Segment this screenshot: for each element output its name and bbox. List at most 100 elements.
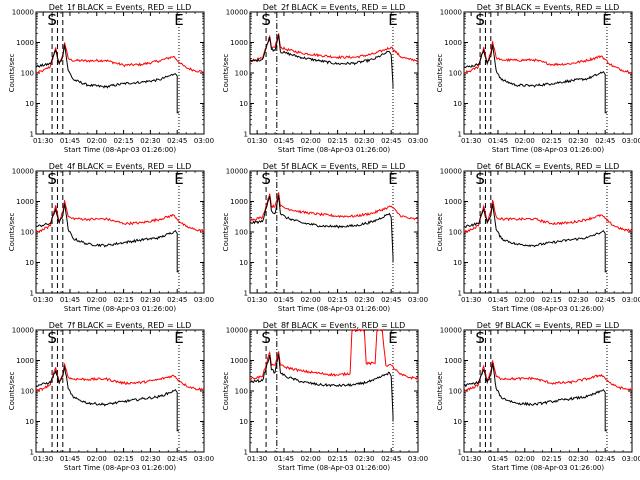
panel-1: Det_1f BLACK = Events, RED = LLD 1 10 100 10… — [8, 3, 214, 154]
x-axis-label: Start Time (08-Apr-03 01:26:00) — [492, 464, 604, 472]
y-tick-label: 10000 — [226, 168, 248, 176]
y-axis-label: Counts/sec — [436, 213, 444, 252]
x-tick-label: 02:45 — [167, 137, 187, 145]
x-tick-label: 01:30 — [461, 296, 481, 304]
x-tick-label: 01:45 — [274, 296, 294, 304]
series-lld-line — [35, 363, 205, 392]
x-tick-label: 02:15 — [113, 455, 133, 463]
x-tick-label: 01:45 — [274, 137, 294, 145]
y-tick-label: 10 — [25, 259, 34, 267]
y-tick-label: 10000 — [226, 9, 248, 17]
x-tick-label: 01:30 — [33, 137, 53, 145]
series-lld-line — [463, 41, 633, 74]
y-tick-label: 10000 — [440, 327, 462, 335]
x-tick-label: 01:30 — [247, 296, 267, 304]
y-tick-label: 10000 — [226, 327, 248, 335]
series-events-line — [35, 44, 179, 114]
series-events-line — [35, 203, 179, 273]
y-axis-label: Counts/sec — [8, 372, 16, 411]
y-tick-label: 100 — [449, 388, 462, 396]
series-lld-line — [35, 200, 205, 233]
x-tick-label: 02:45 — [595, 137, 615, 145]
marker-label-e: E — [388, 11, 397, 29]
x-tick-label: 02:15 — [113, 296, 133, 304]
x-tick-label: 02:30 — [568, 455, 588, 463]
x-tick-label: 02:45 — [595, 455, 615, 463]
x-tick-label: 02:45 — [381, 296, 401, 304]
y-tick-label: 1000 — [16, 357, 34, 365]
y-axis-label: Counts/sec — [8, 213, 16, 252]
y-tick-label: 10 — [25, 100, 34, 108]
marker-label-e: E — [174, 11, 183, 29]
x-tick-label: 03:00 — [622, 455, 640, 463]
series-events-line — [463, 44, 607, 114]
panel-7: Det_7f BLACK = Events, RED = LLD 1 10 100 10… — [8, 321, 214, 472]
x-tick-label: 02:15 — [327, 455, 347, 463]
x-tick-label: 01:45 — [488, 455, 508, 463]
x-tick-label: 01:30 — [247, 455, 267, 463]
marker-label-e: E — [602, 11, 611, 29]
panel-9: Det_9f BLACK = Events, RED = LLD 1 10 100 10… — [436, 321, 640, 472]
x-tick-label: 01:30 — [33, 296, 53, 304]
x-tick-label: 02:00 — [301, 455, 321, 463]
x-tick-label: 03:00 — [194, 137, 214, 145]
x-axis-label: Start Time (08-Apr-03 01:26:00) — [278, 146, 390, 154]
chart-title: Det_9f BLACK = Events, RED = LLD — [477, 321, 620, 330]
x-tick-label: 02:00 — [515, 455, 535, 463]
x-axis-label: Start Time (08-Apr-03 01:26:00) — [64, 305, 176, 313]
marker-label-e: E — [602, 170, 611, 188]
series-lld-line — [249, 328, 419, 381]
y-tick-label: 10000 — [12, 9, 34, 17]
x-tick-label: 03:00 — [194, 296, 214, 304]
x-tick-label: 02:30 — [140, 296, 160, 304]
x-tick-label: 02:45 — [381, 455, 401, 463]
x-tick-label: 01:45 — [488, 296, 508, 304]
y-axis-label: Counts/sec — [222, 372, 230, 411]
y-tick-label: 10 — [25, 418, 34, 426]
x-tick-label: 03:00 — [408, 296, 428, 304]
x-tick-label: 02:00 — [515, 296, 535, 304]
x-axis-label: Start Time (08-Apr-03 01:26:00) — [492, 146, 604, 154]
x-tick-label: 02:15 — [541, 296, 561, 304]
y-tick-label: 1 — [244, 449, 248, 457]
panel-2: Det_2f BLACK = Events, RED = LLD 1 10 100 10… — [222, 3, 428, 154]
chart-title: Det_1f BLACK = Events, RED = LLD — [49, 3, 192, 12]
panel-8: Det_8f BLACK = Events, RED = LLD 1 10 100 10… — [222, 321, 428, 472]
x-tick-label: 01:45 — [60, 455, 80, 463]
y-tick-label: 100 — [449, 229, 462, 237]
y-tick-label: 100 — [449, 70, 462, 78]
series-events-line — [463, 203, 607, 273]
y-tick-label: 10 — [453, 418, 462, 426]
y-tick-label: 100 — [235, 70, 248, 78]
y-tick-label: 10000 — [440, 168, 462, 176]
marker-label-s: S — [261, 11, 271, 29]
y-tick-label: 10 — [239, 259, 248, 267]
x-axis-label: Start Time (08-Apr-03 01:26:00) — [492, 305, 604, 313]
y-tick-label: 10 — [453, 100, 462, 108]
y-tick-label: 1000 — [230, 357, 248, 365]
x-tick-label: 02:15 — [541, 137, 561, 145]
y-tick-label: 10 — [453, 259, 462, 267]
x-tick-label: 01:30 — [33, 455, 53, 463]
x-tick-label: 03:00 — [408, 455, 428, 463]
panel-5: Det_5f BLACK = Events, RED = LLD 1 10 100 10… — [222, 162, 428, 313]
chart-title: Det_2f BLACK = Events, RED = LLD — [263, 3, 406, 12]
y-tick-label: 100 — [235, 388, 248, 396]
y-tick-label: 1000 — [16, 39, 34, 47]
panel-4: Det_4f BLACK = Events, RED = LLD 1 10 100 10… — [8, 162, 214, 313]
y-tick-label: 1000 — [230, 198, 248, 206]
series-events-line — [463, 363, 607, 432]
marker-label-e: E — [388, 170, 397, 188]
marker-label-s: S — [47, 170, 57, 188]
y-tick-label: 10 — [239, 418, 248, 426]
x-tick-label: 02:00 — [301, 296, 321, 304]
y-axis-label: Counts/sec — [436, 372, 444, 411]
marker-label-s: S — [47, 11, 57, 29]
y-tick-label: 100 — [235, 229, 248, 237]
y-tick-label: 1 — [30, 290, 34, 298]
x-tick-label: 02:00 — [515, 137, 535, 145]
x-tick-label: 02:30 — [354, 455, 374, 463]
series-lld-line — [249, 192, 419, 222]
y-tick-label: 1000 — [16, 198, 34, 206]
y-tick-label: 1 — [458, 131, 462, 139]
